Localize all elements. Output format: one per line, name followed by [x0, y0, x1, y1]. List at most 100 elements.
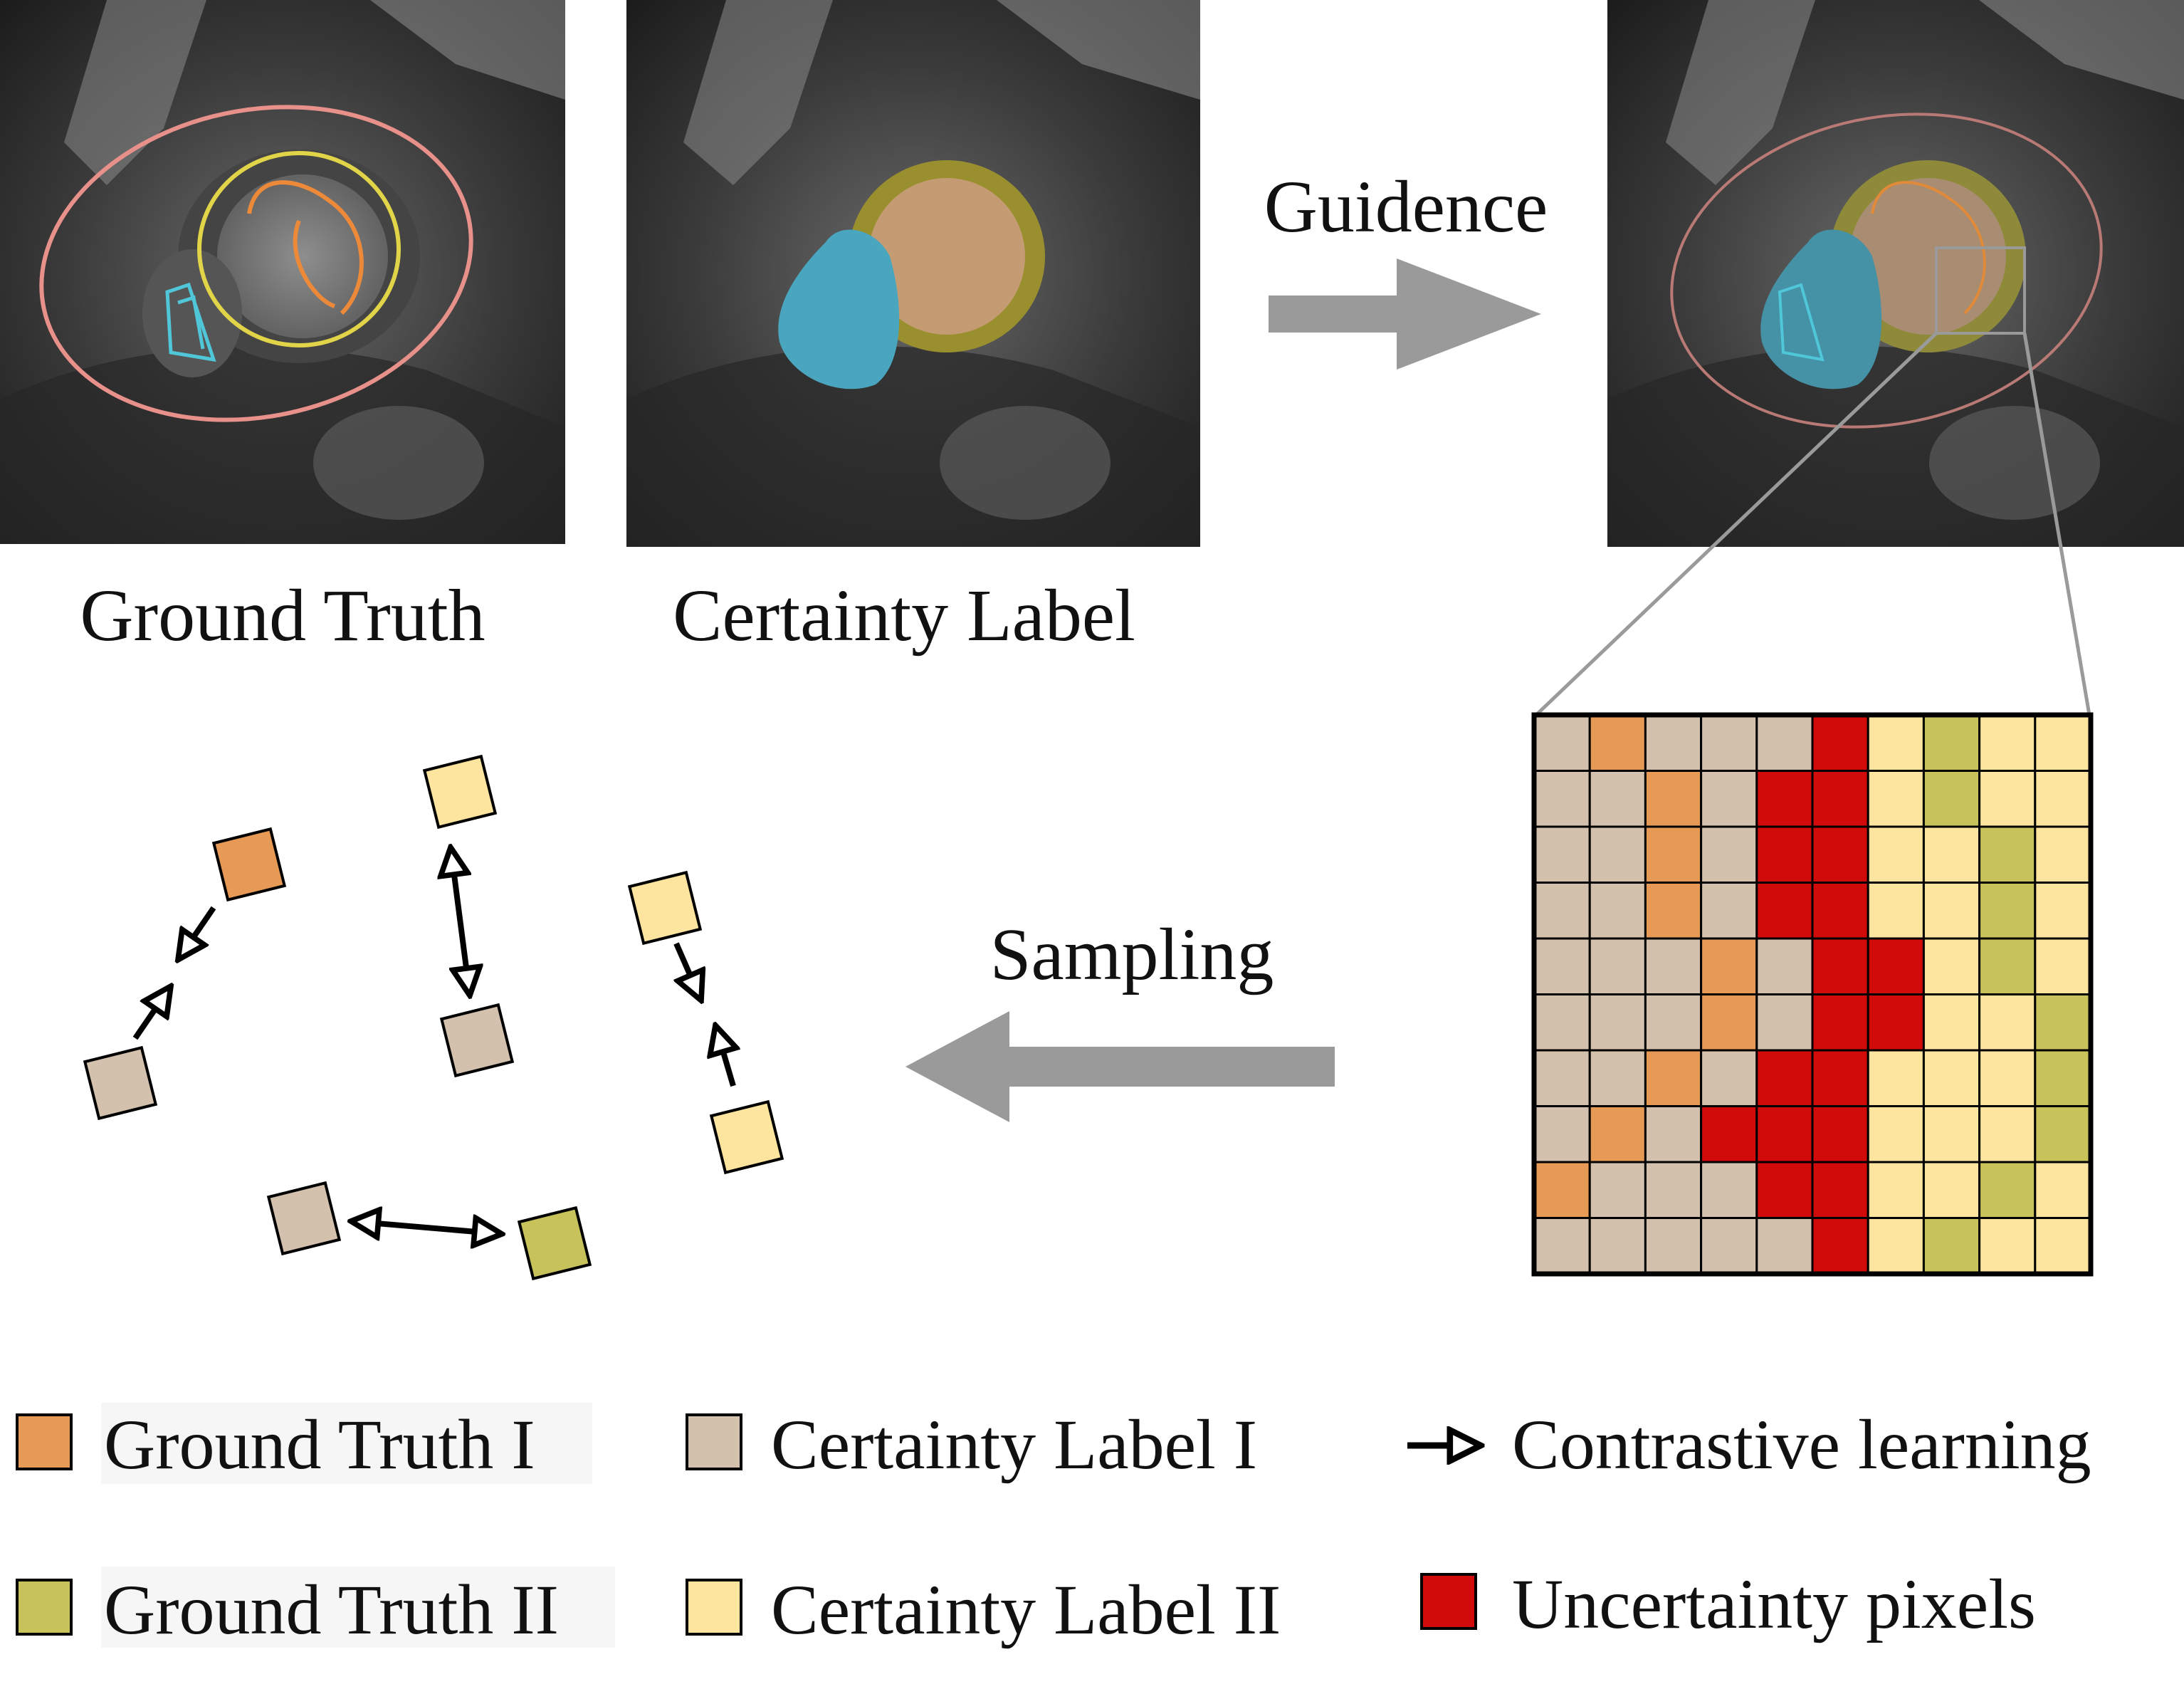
grid-cell-certainty-label-1: [1644, 713, 1703, 772]
grid-cell-uncertainty: [1700, 1105, 1758, 1164]
grid-cell-certainty-label-2: [1922, 825, 1981, 884]
grid-cell-certainty-label-1: [1644, 1105, 1703, 1164]
grid-cell-certainty-label-1: [1588, 882, 1647, 940]
grid-cell-ground-truth-2: [2034, 993, 2092, 1052]
grid-cell-uncertainty: [1811, 1049, 1869, 1107]
sample-certainty-label-1: [83, 1045, 158, 1121]
grid-cell-uncertainty: [1867, 937, 1925, 995]
contrastive-arrow: [451, 847, 470, 995]
grid-cell-ground-truth-1: [1644, 882, 1703, 940]
legend-swatch-uncertainty-pixels: [1420, 1573, 1477, 1630]
grid-cell-certainty-label-1: [1588, 1161, 1647, 1219]
grid-cell-ground-truth-2: [1922, 1217, 1981, 1275]
grid-cell-uncertainty: [1755, 1049, 1814, 1107]
grid-cell-ground-truth-2: [1922, 713, 1981, 772]
grid-border: [1531, 712, 2094, 1277]
grid-cell-certainty-label-2: [1922, 882, 1981, 940]
sample-certainty-label-2: [709, 1099, 784, 1175]
grid-cell-uncertainty: [1811, 770, 1869, 828]
grid-cell-certainty-label-2: [1978, 1105, 2037, 1164]
overlay-image: [1607, 0, 2184, 547]
zoomed-pixel-grid: [1531, 712, 2094, 1277]
zoom-box: [1935, 246, 2026, 335]
grid-cell-certainty-label-2: [1922, 937, 1981, 995]
grid-cell-certainty-label-2: [1867, 1049, 1925, 1107]
grid-cell-certainty-label-1: [1533, 937, 1591, 995]
grid-cell-certainty-label-2: [2034, 713, 2092, 772]
grid-cell-ground-truth-2: [1978, 1161, 2037, 1219]
legend-label-certainty-label-2: Certainty Label II: [771, 1570, 1281, 1649]
grid-cell-certainty-label-1: [1700, 882, 1758, 940]
grid-cell-uncertainty: [1811, 882, 1869, 940]
grid-cell-uncertainty: [1811, 1105, 1869, 1164]
grid-cell-uncertainty: [1811, 937, 1869, 995]
sample-certainty-label-2: [422, 754, 498, 830]
grid-cell-uncertainty: [1811, 825, 1869, 884]
grid-cell-certainty-label-2: [1978, 993, 2037, 1052]
grid-cell-certainty-label-2: [1867, 825, 1925, 884]
legend-swatch-ground-truth-1: [16, 1413, 73, 1470]
grid-cell-certainty-label-1: [1700, 1161, 1758, 1219]
grid-cell-certainty-label-1: [1588, 937, 1647, 995]
grid-cell-certainty-label-2: [1922, 1049, 1981, 1107]
grid-cell-uncertainty: [1755, 882, 1814, 940]
grid-cell-ground-truth-2: [2034, 1105, 2092, 1164]
grid-cell-certainty-label-2: [1978, 1217, 2037, 1275]
contrastive-arrow: [178, 906, 216, 960]
grid-cell-certainty-label-1: [1533, 1217, 1591, 1275]
grid-cell-certainty-label-2: [1922, 1161, 1981, 1219]
grid-cell-certainty-label-1: [1755, 993, 1814, 1052]
grid-cell-certainty-label-2: [1867, 713, 1925, 772]
ground-truth-caption: Ground Truth: [80, 575, 485, 657]
grid-cell-certainty-label-1: [1533, 825, 1591, 884]
grid-cell-certainty-label-1: [1644, 1217, 1703, 1275]
legend-label-ground-truth-2: Ground Truth II: [104, 1570, 559, 1649]
zoom-line-right: [2022, 333, 2091, 716]
ground-truth-image: [0, 0, 565, 544]
grid-cell-ground-truth-2: [1978, 882, 2037, 940]
grid-cell-certainty-label-2: [2034, 1161, 2092, 1219]
contrastive-arrow: [351, 1221, 502, 1234]
contrastive-arrow: [715, 1025, 733, 1087]
sampling-arrow: [905, 1011, 1335, 1122]
sample-ground-truth-1: [211, 827, 287, 902]
grid-cell-ground-truth-1: [1700, 937, 1758, 995]
grid-cell-certainty-label-2: [1867, 1161, 1925, 1219]
legend-label-certainty-label-1: Certainty Label I: [771, 1405, 1257, 1484]
legend-label-uncertainty-pixels: Uncertainty pixels: [1512, 1564, 2036, 1643]
grid-cell-certainty-label-1: [1588, 770, 1647, 828]
grid-cell-certainty-label-1: [1588, 993, 1647, 1052]
grid-cell-certainty-label-2: [1867, 770, 1925, 828]
grid-cell-certainty-label-2: [2034, 770, 2092, 828]
grid-cell-certainty-label-2: [1867, 882, 1925, 940]
grid-cell-ground-truth-1: [1533, 1161, 1591, 1219]
grid-cell-certainty-label-2: [1867, 1217, 1925, 1275]
grid-cell-certainty-label-1: [1588, 1049, 1647, 1107]
legend: Ground Truth I Certainty Label I Contras…: [16, 1403, 2091, 1649]
grid-cell-certainty-label-2: [2034, 937, 2092, 995]
grid-cell-certainty-label-2: [1867, 1105, 1925, 1164]
legend-swatch-ground-truth-2: [16, 1579, 73, 1636]
legend-swatch-certainty-label-1: [686, 1413, 742, 1470]
grid-cell-certainty-label-2: [1922, 993, 1981, 1052]
grid-cell-certainty-label-1: [1700, 770, 1758, 828]
grid-cell-ground-truth-1: [1644, 770, 1703, 828]
grid-cell-certainty-label-1: [1755, 713, 1814, 772]
legend-swatch-certainty-label-2: [686, 1579, 742, 1636]
grid-cell-uncertainty: [1811, 1217, 1869, 1275]
guidance-arrow: [1269, 258, 1541, 370]
grid-cell-ground-truth-2: [1922, 770, 1981, 828]
grid-cell-certainty-label-1: [1588, 1217, 1647, 1275]
grid-cell-certainty-label-1: [1533, 1105, 1591, 1164]
grid-cell-certainty-label-1: [1700, 1217, 1758, 1275]
grid-cell-certainty-label-1: [1533, 1049, 1591, 1107]
grid-cell-ground-truth-1: [1700, 993, 1758, 1052]
grid-cell-certainty-label-1: [1644, 937, 1703, 995]
grid-cell-certainty-label-2: [1978, 770, 2037, 828]
grid-cell-certainty-label-1: [1588, 825, 1647, 884]
grid-cell-certainty-label-1: [1533, 713, 1591, 772]
contrastive-arrows: [132, 847, 733, 1234]
grid-cell-certainty-label-1: [1533, 770, 1591, 828]
guidance-label: Guidence: [1264, 166, 1548, 248]
